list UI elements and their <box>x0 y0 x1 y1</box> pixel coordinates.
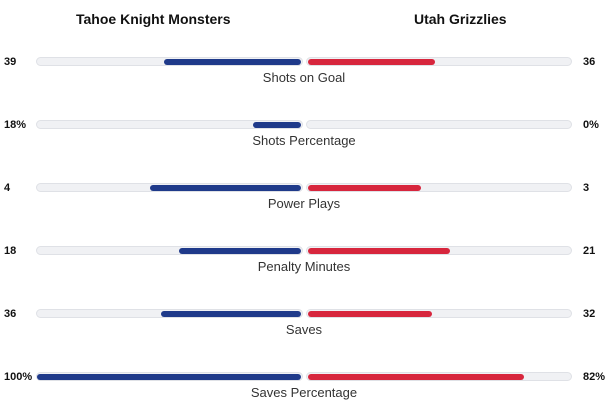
stat-label: Shots Percentage <box>252 133 356 148</box>
stat-row-saves-percentage: 100% 82% Saves Percentage <box>0 371 615 411</box>
home-bar-fill <box>253 122 301 128</box>
home-bar-track <box>36 120 303 129</box>
away-value: 32 <box>583 308 596 320</box>
away-bar-fill <box>308 185 421 191</box>
home-value: 100% <box>4 371 33 383</box>
away-value: 82% <box>583 371 606 383</box>
stat-label: Saves <box>285 322 323 337</box>
stat-row-penalty-minutes: 18 21 Penalty Minutes <box>0 245 615 285</box>
home-value: 18% <box>4 119 27 131</box>
stat-row-saves: 36 32 Saves <box>0 308 615 348</box>
stat-label: Penalty Minutes <box>257 259 351 274</box>
home-value: 4 <box>4 182 11 194</box>
home-bar-track <box>36 246 303 255</box>
stat-label: Saves Percentage <box>250 385 358 400</box>
stat-row-shots-on-goal: 39 36 Shots on Goal <box>0 56 615 96</box>
stat-row-power-plays: 4 3 Power Plays <box>0 182 615 222</box>
home-bar-track <box>36 57 303 66</box>
home-bar-fill <box>161 311 301 317</box>
stat-label: Power Plays <box>267 196 341 211</box>
away-value: 0% <box>583 119 599 131</box>
away-bar-track <box>306 246 572 255</box>
stat-row-shots-percentage: 18% 0% Shots Percentage <box>0 119 615 159</box>
home-bar-track <box>36 372 303 381</box>
away-value: 21 <box>583 245 596 257</box>
away-value: 36 <box>583 56 596 68</box>
away-bar-track <box>306 183 572 192</box>
away-team-name: Utah Grizzlies <box>414 11 507 27</box>
home-bar-track <box>36 309 303 318</box>
away-bar-track <box>306 57 572 66</box>
home-value: 36 <box>4 308 17 320</box>
home-team-name: Tahoe Knight Monsters <box>76 11 231 27</box>
home-bar-fill <box>150 185 301 191</box>
away-value: 3 <box>583 182 590 194</box>
home-bar-fill <box>179 248 301 254</box>
away-bar-fill <box>308 374 524 380</box>
home-bar-fill <box>37 374 301 380</box>
away-bar-track <box>306 309 572 318</box>
stat-label: Shots on Goal <box>262 70 346 85</box>
away-bar-track <box>306 372 572 381</box>
away-bar-track <box>306 120 572 129</box>
home-bar-track <box>36 183 303 192</box>
away-bar-fill <box>308 248 450 254</box>
home-value: 18 <box>4 245 17 257</box>
away-bar-fill <box>308 59 435 65</box>
away-bar-fill <box>308 311 432 317</box>
home-bar-fill <box>164 59 301 65</box>
home-value: 39 <box>4 56 17 68</box>
